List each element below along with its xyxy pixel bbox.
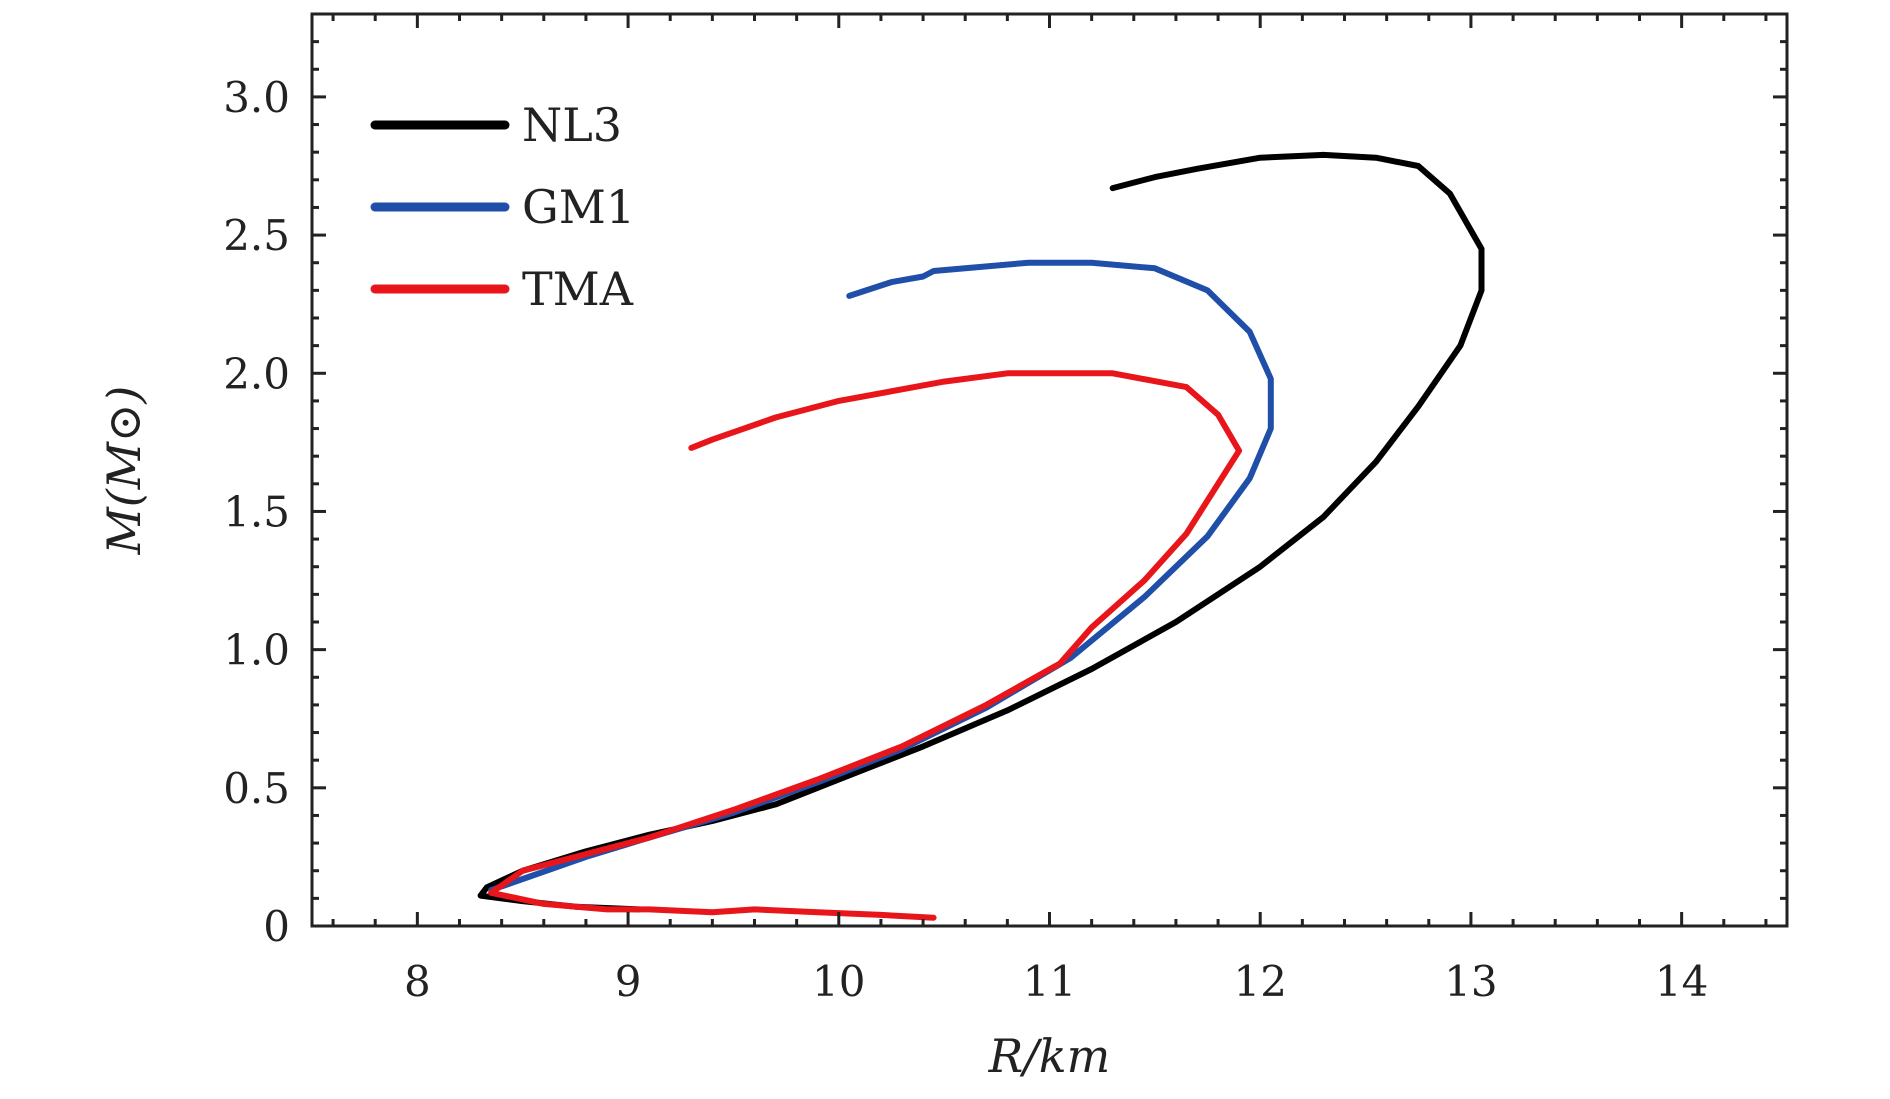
y-tick-label: 3.0 xyxy=(223,73,290,122)
legend-label-tma: TMA xyxy=(522,262,634,316)
ticks-layer: 8 9 10 11 12 13 14 0 0.5 1.0 1.5 2.0 2.5 3.0 xyxy=(223,14,1787,1006)
y-axis-label: M(M⊙) xyxy=(97,386,151,556)
y-tick-label: 2.5 xyxy=(223,211,290,260)
y-tick-label: 1.5 xyxy=(223,487,290,536)
x-tick-label: 9 xyxy=(615,957,642,1006)
legend-label-nl3: NL3 xyxy=(522,98,622,152)
y-tick-label: 1.0 xyxy=(223,626,290,675)
x-tick-label: 13 xyxy=(1444,957,1497,1006)
legend: NL3 GM1 TMA xyxy=(370,98,635,316)
y-tick-label: 0.5 xyxy=(223,764,290,813)
legend-label-gm1: GM1 xyxy=(522,180,635,234)
y-tick-label: 2.0 xyxy=(223,349,290,398)
x-tick-label: 8 xyxy=(404,957,431,1006)
y-tick-label: 0 xyxy=(263,902,290,951)
x-tick-label: 10 xyxy=(812,957,865,1006)
series-line-tma xyxy=(488,370,1243,921)
x-tick-label: 12 xyxy=(1233,957,1286,1006)
x-tick-label: 11 xyxy=(1023,957,1076,1006)
x-tick-label: 14 xyxy=(1655,957,1708,1006)
x-axis-label: R/km xyxy=(988,1029,1111,1083)
series-layer xyxy=(477,151,1485,921)
